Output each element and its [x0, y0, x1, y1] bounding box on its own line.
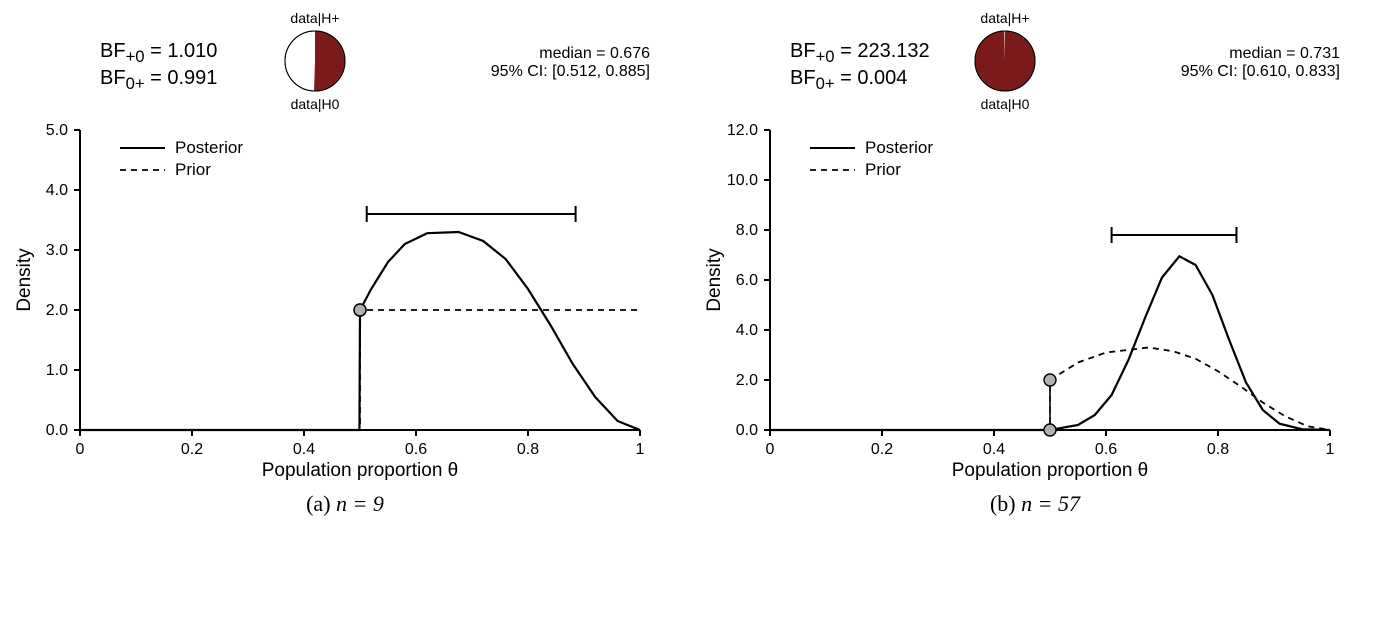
xtick-label: 0 — [766, 441, 775, 458]
panel-caption: (a) n = 9 — [10, 491, 680, 517]
xtick-label: 0.6 — [1095, 441, 1117, 458]
ci-text: 95% CI: [0.512, 0.885] — [491, 63, 650, 81]
xtick-label: 0.4 — [293, 441, 315, 458]
xtick-label: 1 — [636, 441, 645, 458]
ytick-label: 4.0 — [736, 322, 758, 339]
bf-plus-0: BF+0 = 1.010 — [100, 40, 217, 67]
xtick-label: 1 — [1326, 441, 1335, 458]
x-axis-label: Population proportion θ — [262, 460, 458, 480]
chart-b: 0.0 2.0 4.0 6.0 8.0 10.0 12.0 0 0.2 0.4 0.6 0.8 1 Pop… — [700, 120, 1340, 480]
legend-label-prior: Prior — [865, 160, 901, 179]
prior-marker — [1044, 374, 1056, 386]
stat-block: median = 0.676 95% CI: [0.512, 0.885] — [491, 45, 650, 81]
panel-b: BF+0 = 223.132 BF0+ = 0.004 data|H+ data… — [700, 10, 1370, 517]
median-text: median = 0.731 — [1181, 45, 1340, 63]
posterior-line — [80, 232, 640, 430]
ytick-label: 5.0 — [46, 122, 68, 139]
pie-block: data|H+ data|H0 — [280, 10, 350, 112]
pie-bottom-label: data|H0 — [291, 96, 340, 112]
bf-block: BF+0 = 1.010 BF0+ = 0.991 — [100, 40, 217, 94]
bf-plus-0: BF+0 = 223.132 — [790, 40, 930, 67]
xtick-label: 0.2 — [181, 441, 203, 458]
ytick-label: 4.0 — [46, 182, 68, 199]
xtick-label: 0.8 — [1207, 441, 1229, 458]
xtick-label: 0.4 — [983, 441, 1005, 458]
pie-top-label: data|H+ — [980, 10, 1029, 26]
bf-block: BF+0 = 223.132 BF0+ = 0.004 — [790, 40, 930, 94]
posterior-marker — [354, 304, 366, 316]
median-text: median = 0.676 — [491, 45, 650, 63]
ytick-label: 1.0 — [46, 362, 68, 379]
ytick-label: 8.0 — [736, 222, 758, 239]
xtick-label: 0.6 — [405, 441, 427, 458]
panel-header: BF+0 = 223.132 BF0+ = 0.004 data|H+ data… — [700, 10, 1370, 120]
ytick-label: 10.0 — [727, 172, 758, 189]
ytick-label: 0.0 — [46, 422, 68, 439]
bf-0-plus: BF0+ = 0.004 — [790, 67, 930, 94]
chart-wrap: 0.0 1.0 2.0 3.0 4.0 5.0 0 0.2 0.4 0.6 0.8 1 Populati… — [10, 120, 680, 485]
posterior-marker — [1044, 424, 1056, 436]
x-axis-label: Population proportion θ — [952, 460, 1148, 480]
ytick-label: 3.0 — [46, 242, 68, 259]
xtick-label: 0.8 — [517, 441, 539, 458]
panel-a: BF+0 = 1.010 BF0+ = 0.991 data|H+ data|H… — [10, 10, 680, 517]
xtick-label: 0.2 — [871, 441, 893, 458]
panel-header: BF+0 = 1.010 BF0+ = 0.991 data|H+ data|H… — [10, 10, 680, 120]
pie-icon — [970, 26, 1040, 96]
panels-row: BF+0 = 1.010 BF0+ = 0.991 data|H+ data|H… — [10, 10, 1390, 517]
ci-text: 95% CI: [0.610, 0.833] — [1181, 63, 1340, 81]
pie-icon — [280, 26, 350, 96]
legend-label-prior: Prior — [175, 160, 211, 179]
pie-top-label: data|H+ — [290, 10, 339, 26]
ytick-label: 2.0 — [736, 372, 758, 389]
ytick-label: 0.0 — [736, 422, 758, 439]
chart-a: 0.0 1.0 2.0 3.0 4.0 5.0 0 0.2 0.4 0.6 0.8 1 Populati… — [10, 120, 650, 480]
y-axis-label: Density — [14, 248, 35, 312]
legend-label-posterior: Posterior — [865, 138, 933, 157]
bf-0-plus: BF0+ = 0.991 — [100, 67, 217, 94]
ytick-label: 6.0 — [736, 272, 758, 289]
stat-block: median = 0.731 95% CI: [0.610, 0.833] — [1181, 45, 1340, 81]
panel-caption: (b) n = 57 — [700, 491, 1370, 517]
legend-label-posterior: Posterior — [175, 138, 243, 157]
y-axis-label: Density — [704, 248, 725, 312]
pie-block: data|H+ data|H0 — [970, 10, 1040, 112]
ytick-label: 12.0 — [727, 122, 758, 139]
xtick-label: 0 — [76, 441, 85, 458]
chart-wrap: 0.0 2.0 4.0 6.0 8.0 10.0 12.0 0 0.2 0.4 0.6 0.8 1 Pop… — [700, 120, 1370, 485]
ytick-label: 2.0 — [46, 302, 68, 319]
pie-bottom-label: data|H0 — [981, 96, 1030, 112]
